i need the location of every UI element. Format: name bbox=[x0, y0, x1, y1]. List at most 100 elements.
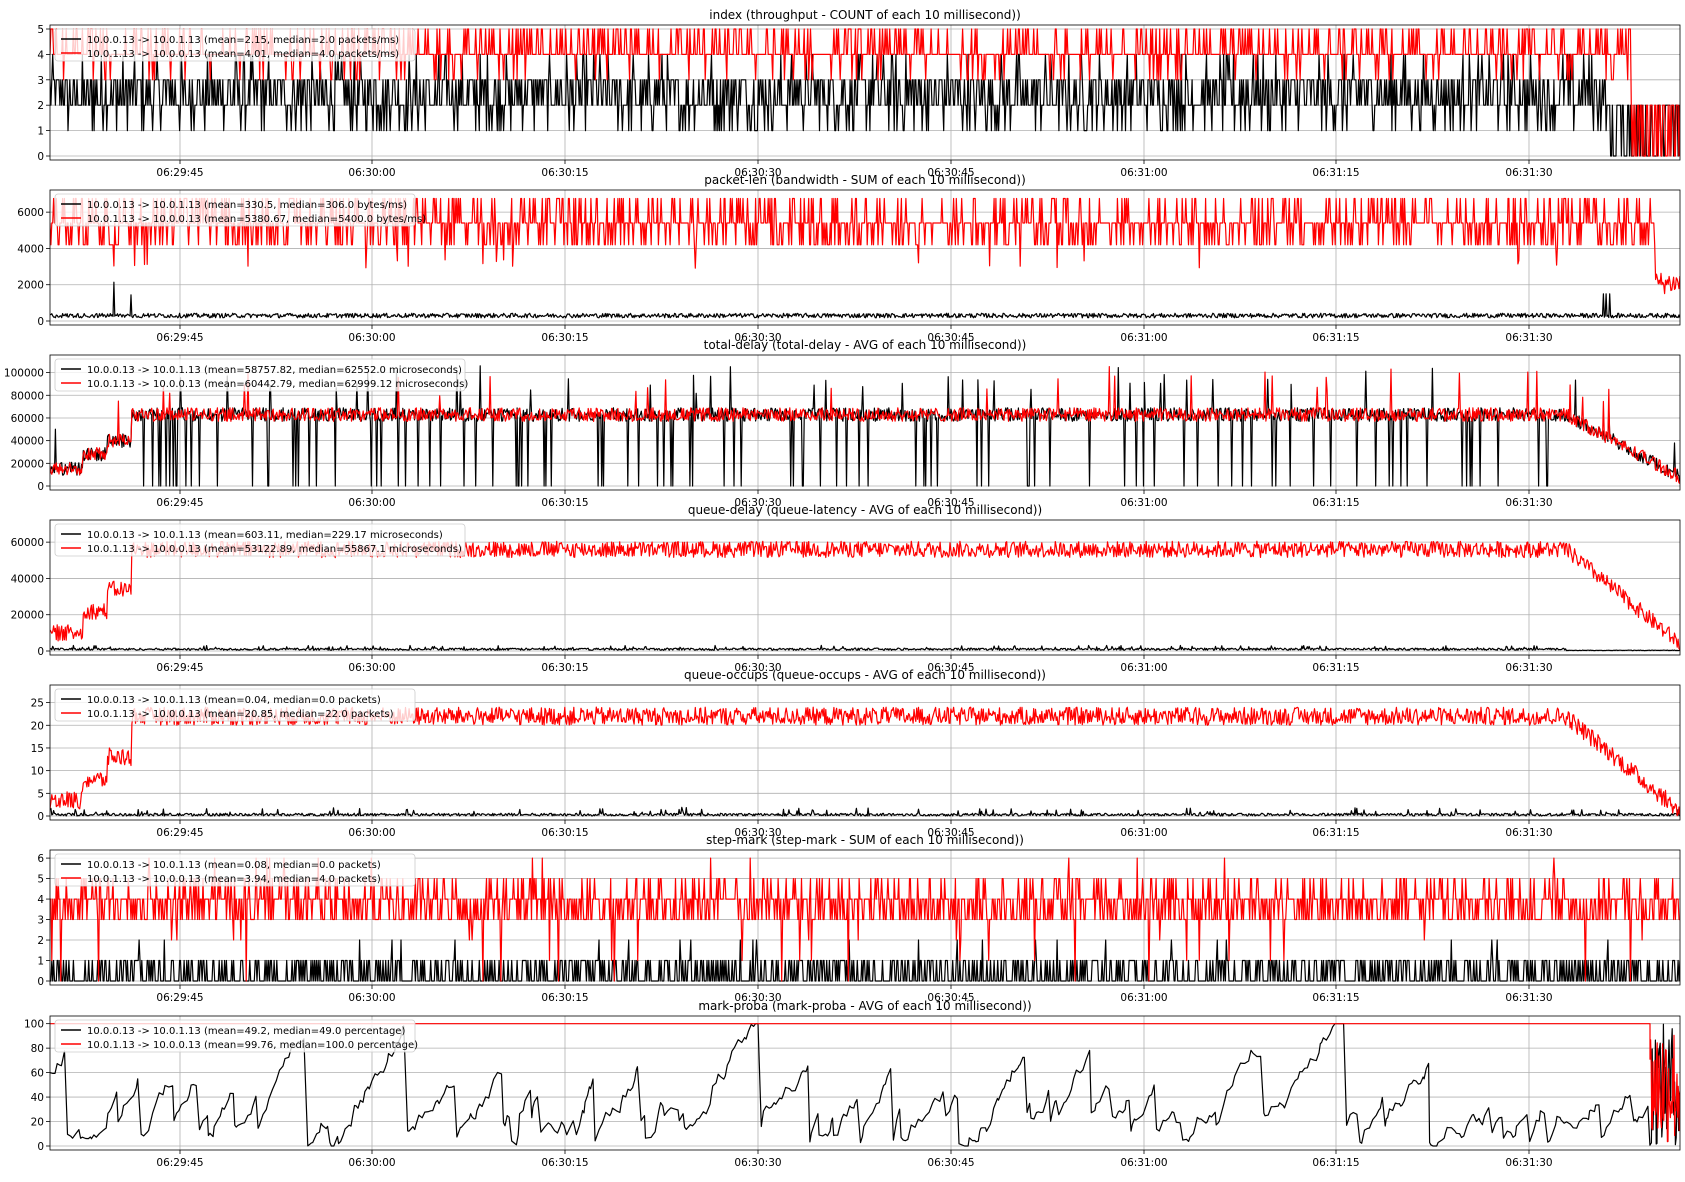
axes-frame bbox=[49, 189, 1681, 326]
x-tick-label: 06:30:15 bbox=[541, 992, 588, 1004]
subplot-4: 0 20000 40000 60000 06:29:45 06:30:00 06:30:15… bbox=[11, 503, 1681, 674]
x-tick-label: 06:31:15 bbox=[1312, 167, 1359, 179]
x-tick-label: 06:30:15 bbox=[541, 332, 588, 344]
x-tick-label: 06:31:30 bbox=[1505, 332, 1552, 344]
x-tick-label: 06:31:00 bbox=[1120, 497, 1167, 509]
axes-frame bbox=[49, 354, 1681, 491]
x-tick-label: 06:30:15 bbox=[541, 662, 588, 674]
x-tick-label: 06:30:00 bbox=[348, 662, 395, 674]
y-tick-label: 1 bbox=[37, 126, 44, 138]
legend-box bbox=[54, 28, 416, 62]
legend-box bbox=[54, 853, 416, 887]
x-tick-label: 06:30:45 bbox=[927, 1157, 974, 1169]
legend-entry: 10.0.0.13 -> 10.0.1.13 (mean=49.2, media… bbox=[87, 1026, 405, 1037]
legend: 10.0.0.13 -> 10.0.1.13 (mean=49.2, media… bbox=[54, 1019, 418, 1053]
x-tick-label: 06:29:45 bbox=[156, 332, 203, 344]
axes-frame bbox=[49, 849, 1681, 986]
y-tick-label: 3 bbox=[37, 915, 44, 927]
legend-entry: 10.0.0.13 -> 10.0.1.13 (mean=330.5, medi… bbox=[87, 200, 407, 211]
subplot-title: mark-proba (mark-proba - AVG of each 10 … bbox=[698, 999, 1031, 1013]
y-tick-label: 40000 bbox=[11, 436, 44, 448]
x-tick-label: 06:31:15 bbox=[1312, 1157, 1359, 1169]
y-tick-label: 100 bbox=[24, 1019, 44, 1031]
x-tick-label: 06:31:00 bbox=[1120, 167, 1167, 179]
series-line-forward bbox=[50, 53, 1680, 157]
legend: 10.0.0.13 -> 10.0.1.13 (mean=0.08, media… bbox=[54, 853, 416, 887]
y-tick-label: 4000 bbox=[17, 243, 44, 255]
series-line-reverse bbox=[50, 1023, 1680, 1143]
legend-entry: 10.0.1.13 -> 10.0.0.13 (mean=4.01, media… bbox=[87, 49, 399, 60]
x-tick-label: 06:31:00 bbox=[1120, 827, 1167, 839]
x-tick-label: 06:30:30 bbox=[734, 662, 781, 674]
x-tick-label: 06:30:15 bbox=[541, 497, 588, 509]
x-tick-label: 06:30:30 bbox=[734, 497, 781, 509]
x-tick-label: 06:30:45 bbox=[927, 827, 974, 839]
x-tick-label: 06:30:00 bbox=[348, 167, 395, 179]
x-tick-label: 06:30:00 bbox=[348, 1157, 395, 1169]
x-tick-label: 06:29:45 bbox=[156, 662, 203, 674]
y-tick-label: 20 bbox=[31, 720, 44, 732]
subplot-title: total-delay (total-delay - AVG of each 1… bbox=[704, 338, 1027, 352]
x-tick-label: 06:31:30 bbox=[1505, 992, 1552, 1004]
y-tick-label: 0 bbox=[37, 151, 44, 163]
subplot-title: step-mark (step-mark - SUM of each 10 mi… bbox=[706, 833, 1024, 847]
subplot-3: 0 20000 40000 60000 80000 100000 06:29:45 06:30… bbox=[4, 338, 1681, 509]
y-tick-label: 40000 bbox=[11, 573, 44, 585]
x-tick-label: 06:30:30 bbox=[734, 167, 781, 179]
legend-entry: 10.0.1.13 -> 10.0.0.13 (mean=53122.89, m… bbox=[87, 544, 462, 555]
y-tick-label: 0 bbox=[37, 316, 44, 328]
y-tick-label: 15 bbox=[31, 743, 44, 755]
x-tick-label: 06:29:45 bbox=[156, 497, 203, 509]
y-tick-label: 10 bbox=[31, 766, 44, 778]
y-tick-label: 20 bbox=[31, 1117, 44, 1129]
series-line-forward bbox=[50, 1023, 1680, 1147]
y-tick-label: 2 bbox=[37, 935, 44, 947]
x-tick-label: 06:31:15 bbox=[1312, 497, 1359, 509]
subplot-title: index (throughput - COUNT of each 10 mil… bbox=[709, 8, 1021, 22]
x-tick-label: 06:31:15 bbox=[1312, 332, 1359, 344]
legend: 10.0.0.13 -> 10.0.1.13 (mean=58757.82, m… bbox=[54, 358, 468, 392]
x-tick-label: 06:30:30 bbox=[734, 332, 781, 344]
x-tick-label: 06:31:15 bbox=[1312, 662, 1359, 674]
y-tick-label: 5 bbox=[37, 24, 44, 36]
y-tick-label: 1 bbox=[37, 956, 44, 968]
x-tick-label: 06:30:00 bbox=[348, 992, 395, 1004]
legend-entry: 10.0.1.13 -> 10.0.0.13 (mean=60442.79, m… bbox=[87, 379, 468, 390]
x-tick-label: 06:30:45 bbox=[927, 992, 974, 1004]
subplot-5: 0 5 10 15 20 25 06:29:45 06:30:00 06:30:15 06:30:… bbox=[31, 668, 1681, 839]
subplot-1: 0 1 2 3 4 5 06:29:45 06:30:00 06:30:15 06:30:30 06… bbox=[37, 8, 1681, 179]
x-tick-label: 06:31:00 bbox=[1120, 992, 1167, 1004]
y-tick-label: 5 bbox=[37, 874, 44, 886]
y-tick-label: 0 bbox=[37, 481, 44, 493]
legend-entry: 10.0.0.13 -> 10.0.1.13 (mean=0.08, media… bbox=[87, 860, 381, 871]
subplot-title: queue-delay (queue-latency - AVG of each… bbox=[688, 503, 1042, 517]
x-tick-label: 06:30:00 bbox=[348, 497, 395, 509]
axes-frame bbox=[49, 519, 1681, 656]
y-tick-label: 40 bbox=[31, 1092, 44, 1104]
x-tick-label: 06:31:00 bbox=[1120, 1157, 1167, 1169]
subplot-title: packet-len (bandwidth - SUM of each 10 m… bbox=[704, 173, 1026, 187]
x-tick-label: 06:31:30 bbox=[1505, 1157, 1552, 1169]
y-tick-label: 0 bbox=[37, 646, 44, 658]
series-line-forward bbox=[50, 281, 1680, 319]
x-tick-label: 06:31:30 bbox=[1505, 662, 1552, 674]
x-tick-label: 06:30:45 bbox=[927, 662, 974, 674]
subplot-6: 0 1 2 3 4 5 6 06:29:45 06:30:00 06:30:15 06:30:30 0… bbox=[37, 833, 1681, 1004]
series-line-forward bbox=[50, 806, 1680, 817]
x-tick-label: 06:30:30 bbox=[734, 992, 781, 1004]
subplot-title: queue-occups (queue-occups - AVG of each… bbox=[684, 668, 1046, 682]
y-tick-label: 6 bbox=[37, 853, 44, 865]
legend: 10.0.0.13 -> 10.0.1.13 (mean=603.11, med… bbox=[54, 523, 466, 557]
x-tick-label: 06:29:45 bbox=[156, 1157, 203, 1169]
axes-frame bbox=[49, 1015, 1681, 1151]
legend: 10.0.0.13 -> 10.0.1.13 (mean=0.04, media… bbox=[54, 688, 416, 722]
y-tick-label: 25 bbox=[31, 698, 44, 710]
legend: 10.0.0.13 -> 10.0.1.13 (mean=330.5, medi… bbox=[54, 193, 426, 227]
y-tick-label: 0 bbox=[37, 811, 44, 823]
x-tick-label: 06:31:30 bbox=[1505, 497, 1552, 509]
x-tick-label: 06:30:00 bbox=[348, 827, 395, 839]
x-tick-label: 06:30:15 bbox=[541, 827, 588, 839]
series-line-forward bbox=[50, 644, 1680, 652]
